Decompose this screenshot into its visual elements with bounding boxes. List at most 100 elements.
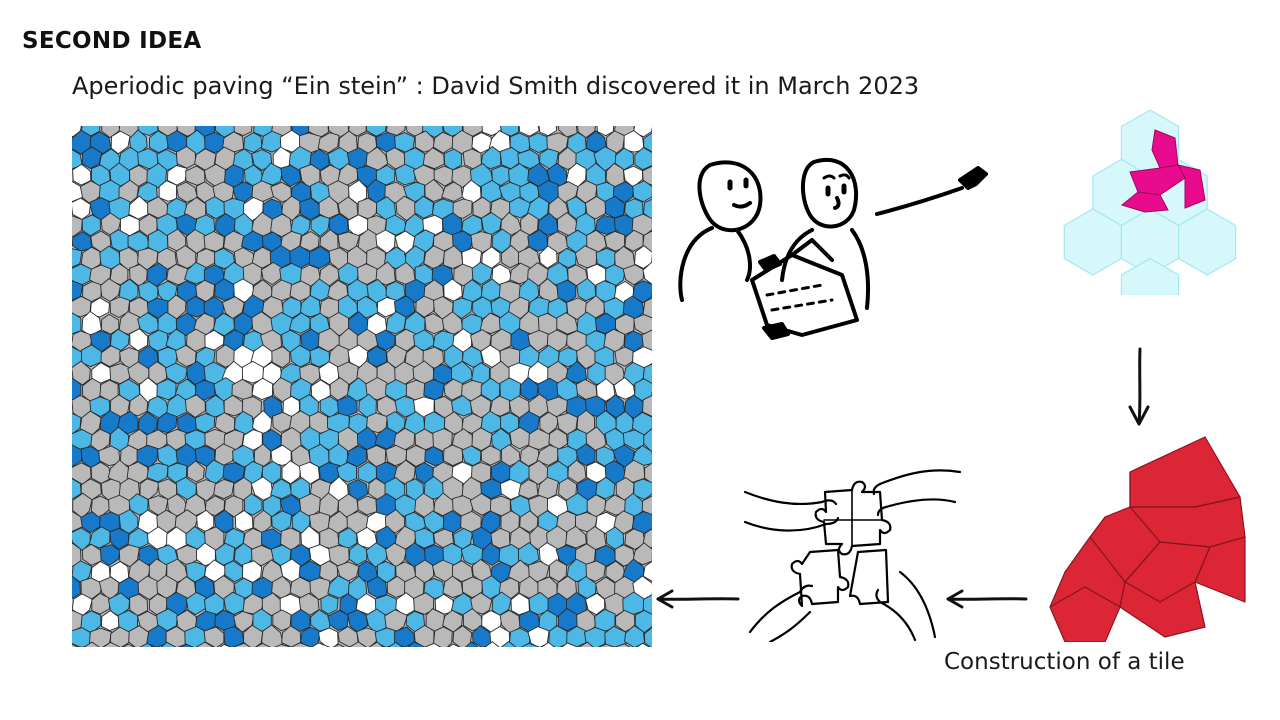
tiling-tile (187, 460, 205, 483)
tiling-tile (72, 575, 81, 599)
tiling-tile (72, 280, 84, 301)
tiling-tile (527, 626, 550, 647)
tiling-tile (452, 625, 473, 647)
tiling-tile (332, 643, 346, 647)
tiling-tile (179, 643, 195, 647)
tiling-tile (310, 214, 331, 237)
tiling-tile (634, 146, 652, 171)
tiling-tile (500, 640, 517, 647)
tiling-tile (442, 575, 464, 599)
tiling-tile (614, 346, 634, 367)
tiling-tile (574, 245, 598, 269)
red-tile-construction-icon (1045, 432, 1255, 642)
magenta-tile-piece (1177, 164, 1206, 209)
tiling-tile (634, 245, 652, 269)
tiling-tile (243, 493, 263, 516)
tiling-tile (624, 229, 644, 252)
tiling-tile (366, 575, 388, 598)
tiling-tile (213, 247, 236, 270)
slide-subtitle: Aperiodic paving “Ein stein” : David Smi… (72, 72, 920, 100)
tiling-tile (270, 478, 293, 500)
slide-heading: SECOND IDEA (22, 28, 202, 54)
tiling-tile (72, 312, 82, 335)
tiling-tile (556, 312, 579, 335)
tiling-tile (136, 181, 158, 202)
tiling-tile (447, 643, 461, 647)
tiling-tile (72, 627, 93, 647)
puzzle-hands-icon (740, 462, 965, 642)
tiling-tile (336, 462, 357, 483)
tiling-tile (641, 329, 652, 353)
tiling-tile (407, 641, 426, 647)
tiling-tile (452, 297, 473, 320)
tiling-tile (299, 294, 322, 318)
tiling-tile (156, 378, 177, 401)
tiling-tile (368, 641, 384, 647)
tiling-tile (251, 377, 274, 400)
tiling-tile (644, 626, 652, 647)
tiling-tile (567, 459, 587, 484)
tiling-tile (578, 641, 594, 647)
tiling-tile (194, 413, 216, 434)
tiling-tile (139, 642, 154, 647)
tiling-tile (442, 245, 464, 269)
tiling-tile (309, 577, 332, 601)
tiling-tile (424, 178, 446, 202)
tiling-tile (146, 162, 168, 189)
tiling-tile (137, 312, 160, 335)
tiling-svg (72, 126, 652, 647)
tiling-tile (213, 478, 235, 500)
tiling-tile (595, 476, 616, 500)
tiling-tile (233, 126, 253, 136)
tiling-tile (336, 395, 358, 417)
tiling-tile (596, 126, 615, 137)
tiling-tile (72, 360, 91, 386)
tiling-tile (274, 644, 292, 647)
tiling-tile (317, 132, 340, 154)
tiling-tile (385, 311, 407, 335)
tiling-tile (137, 126, 159, 136)
tiling-tile (81, 214, 101, 237)
tiling-tile (636, 642, 651, 647)
tiling-tile (500, 510, 520, 534)
tiling-tile (484, 641, 500, 647)
tiling-tile (643, 132, 652, 153)
tiling-tile (234, 509, 254, 532)
tiling-tile (613, 510, 634, 535)
tiling-tile (613, 376, 636, 400)
tiling-tile (250, 476, 274, 501)
tiling-tile (98, 445, 121, 467)
tiling-tile (614, 643, 631, 647)
tiling-tile (270, 213, 293, 238)
tiling-tile (300, 626, 321, 647)
tiling-tile (261, 460, 282, 485)
tiling-tile (195, 641, 214, 647)
tiling-tile (414, 527, 435, 549)
tiling-tile (72, 478, 82, 500)
tiling-tile (517, 149, 541, 170)
tiling-tile (72, 126, 82, 138)
tiling-tile (89, 297, 110, 318)
tiling-tile (539, 245, 558, 269)
arrow-left-icon (940, 588, 1030, 610)
tiling-tile (642, 261, 652, 285)
tiling-tile (384, 246, 408, 270)
tiling-tile (518, 126, 540, 137)
tiling-tile (433, 626, 453, 647)
tiling-tile (642, 165, 652, 186)
tiling-tile (72, 248, 83, 268)
tiling-tile (72, 643, 79, 647)
tiling-tile (642, 560, 652, 582)
tiling-tile (471, 427, 493, 452)
tiling-tile (271, 346, 291, 369)
tiling-tile (518, 479, 539, 499)
tiling-tile (462, 608, 484, 632)
tiling-tile (146, 462, 169, 483)
two-people-pointing-icon (672, 150, 1002, 350)
tiling-tile (223, 495, 244, 518)
tiling-tile (270, 444, 292, 466)
hexagon-cell (1177, 208, 1237, 276)
tiling-tile (565, 360, 588, 384)
tiling-tile (318, 627, 339, 647)
tiling-tile (604, 625, 627, 647)
